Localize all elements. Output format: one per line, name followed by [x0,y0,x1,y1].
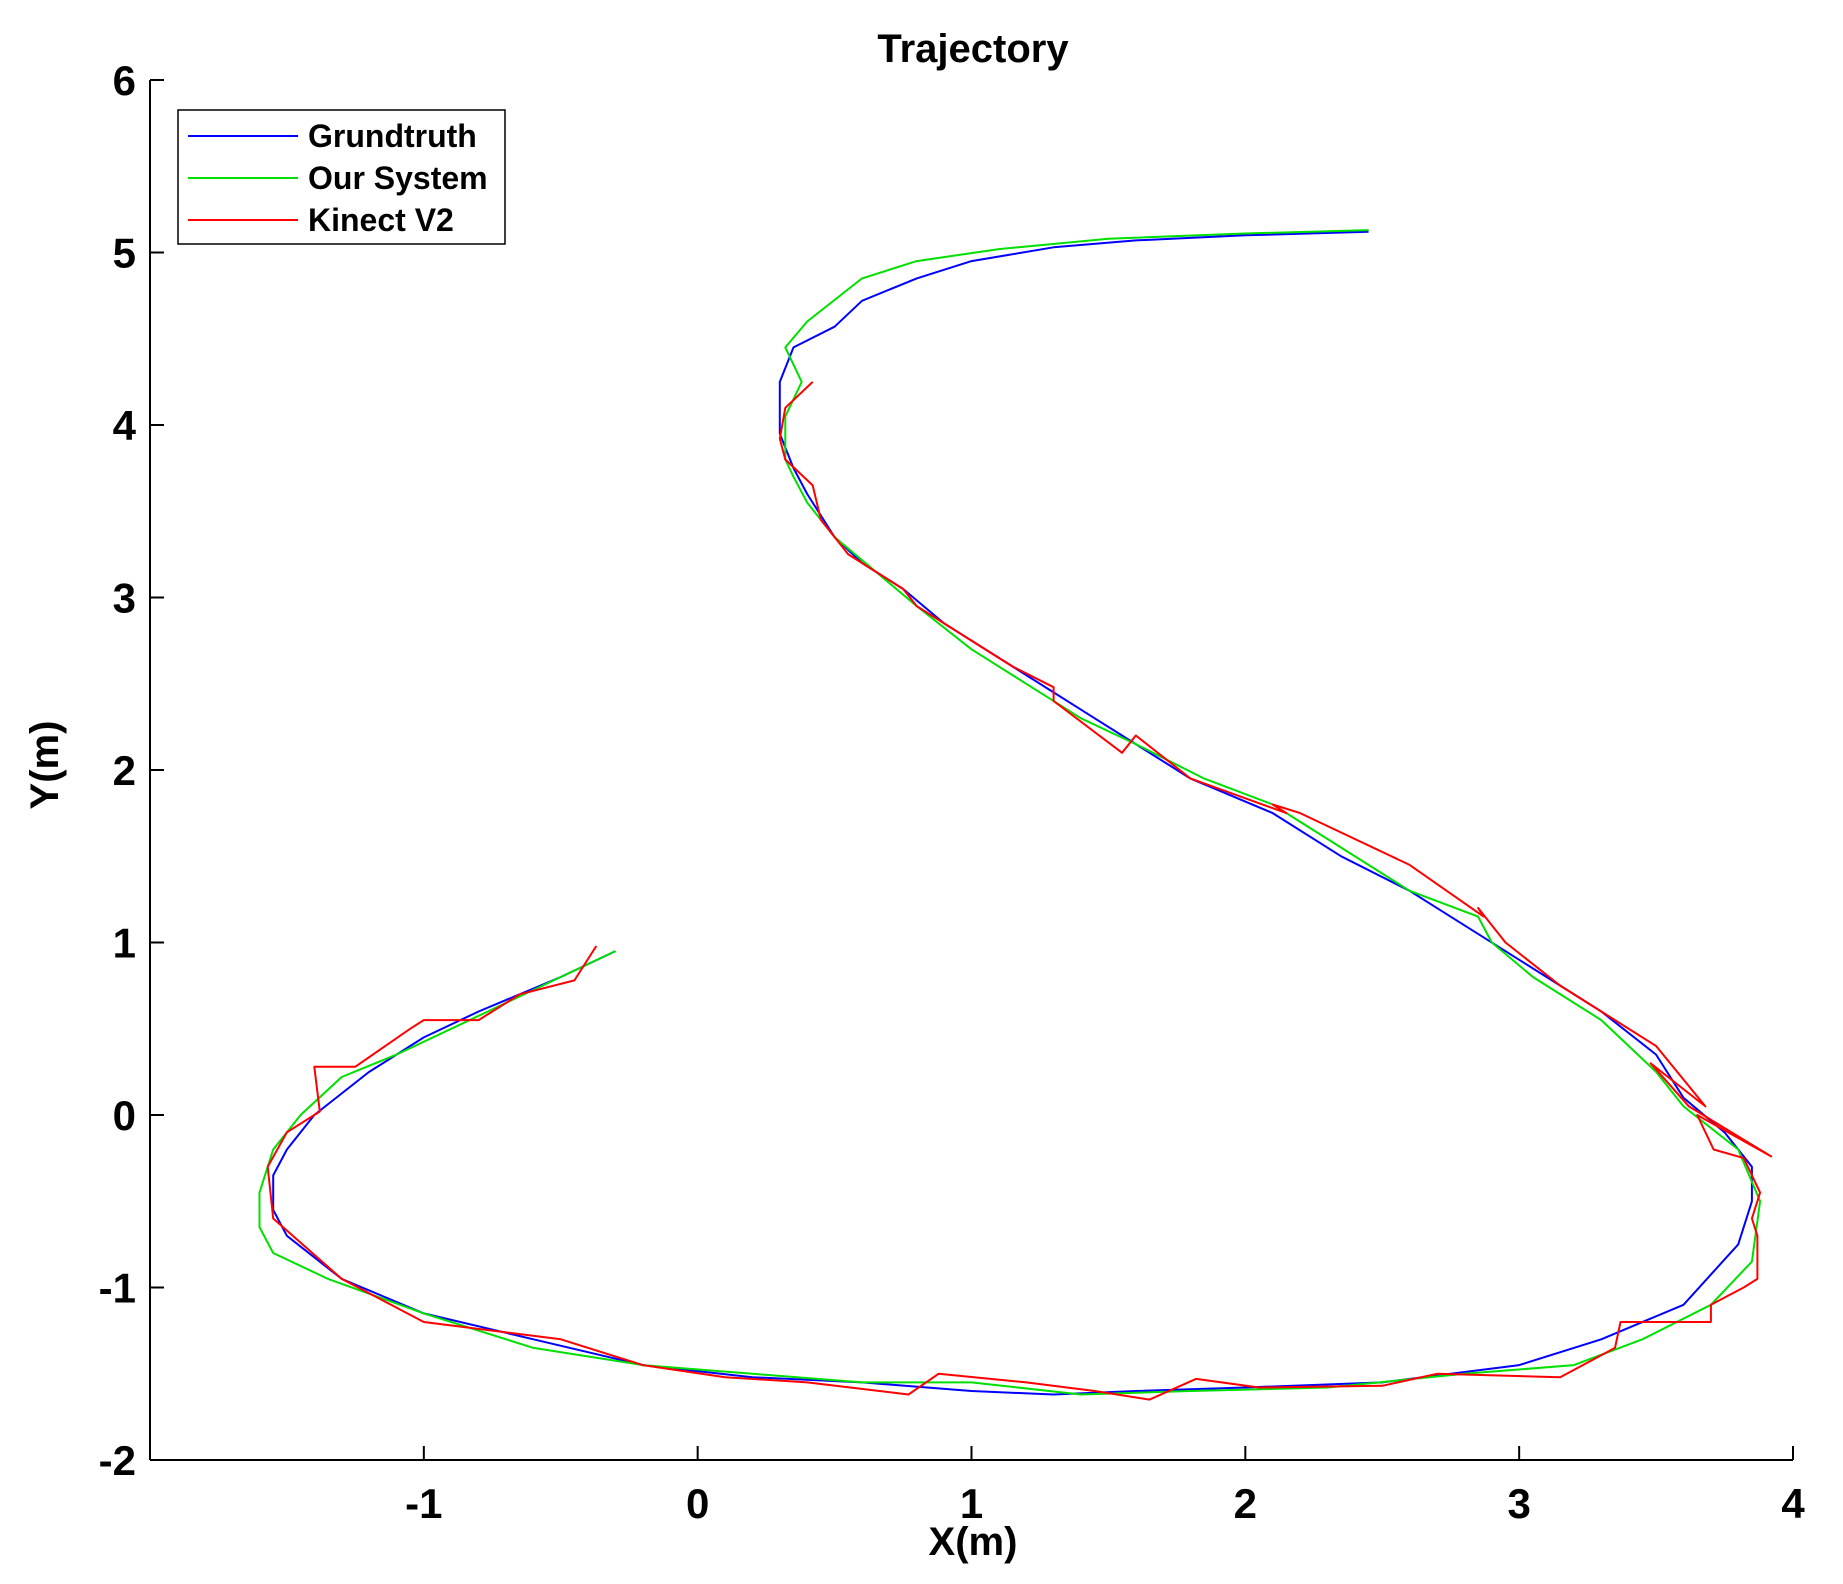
x-tick-label: -1 [405,1480,442,1527]
y-tick-label: 6 [113,57,136,104]
plot-area [258,229,1773,1401]
legend: Grundtruth Our System Kinect V2 [177,109,506,245]
y-tick-label: -1 [99,1265,136,1312]
x-tick-label: 3 [1507,1480,1530,1527]
y-tick-label: 0 [113,1092,136,1139]
axis-ticks: -1 0 1 2 3 4 -2 -1 0 1 2 3 4 5 6 [99,57,1806,1527]
series-line-kinect-v2 [266,381,1773,1401]
y-tick-label: 2 [113,747,136,794]
y-tick-label: 4 [113,402,137,449]
x-tick-label: 2 [1234,1480,1257,1527]
y-tick-label: 5 [113,230,136,277]
y-tick-label: 1 [113,920,136,967]
legend-label-our-system: Our System [308,160,488,196]
y-tick-label: -2 [99,1437,136,1484]
x-axis-label: X(m) [929,1520,1018,1564]
series-line-our-system [258,229,1762,1396]
series-line-grundtruth [272,230,1753,1396]
legend-label-grundtruth: Grundtruth [308,118,477,154]
y-axis-label: Y(m) [23,721,67,810]
legend-box [177,109,506,245]
x-tick-label: 4 [1781,1480,1805,1527]
x-tick-label: 0 [686,1480,709,1527]
chart-title: Trajectory [877,27,1069,71]
x-tick-label: 1 [960,1480,983,1527]
legend-label-kinect-v2: Kinect V2 [308,202,454,238]
y-tick-label: 3 [113,575,136,622]
